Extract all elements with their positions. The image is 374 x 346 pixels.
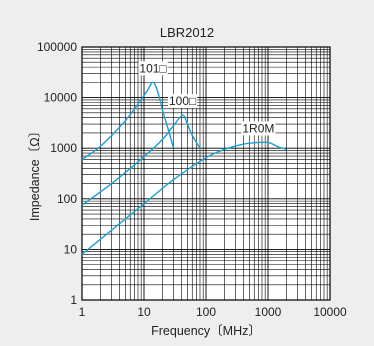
series-label-2: 1R0M <box>241 121 276 136</box>
y-tick-label: 1 <box>70 293 77 307</box>
series-label-background <box>241 121 276 136</box>
series-label-text: 101□ <box>139 61 166 75</box>
x-tick-label: 1000 <box>255 305 282 319</box>
grid-lines <box>81 46 331 301</box>
y-axis-label: Impedance〔Ω〕 <box>28 125 42 221</box>
series-line-0 <box>81 81 175 161</box>
x-axis-label: Frequency〔MHz〕 <box>151 324 261 338</box>
chart-title: LBR2012 <box>160 25 214 40</box>
y-tick-label: 1000 <box>50 141 77 155</box>
y-tick-label: 10000 <box>44 91 78 105</box>
tick-labels: 1 10 100 1000 10000 1 10 100 1000 10000 100000 <box>37 40 347 319</box>
series-line-1 <box>81 114 201 206</box>
x-tick-label: 100 <box>196 305 216 319</box>
y-tick-label: 100000 <box>37 40 77 54</box>
series-label-text: 100□ <box>169 94 196 108</box>
series-label-background <box>138 61 168 76</box>
series-line-2 <box>81 141 287 255</box>
y-tick-label: 10 <box>64 242 78 256</box>
series-label-background <box>168 94 198 109</box>
y-tick-label: 100 <box>57 192 77 206</box>
series-label-1: 100□ <box>168 94 198 109</box>
x-tick-label: 10000 <box>313 305 347 319</box>
series-label-0: 101□ <box>138 61 168 76</box>
series-label-text: 1R0M <box>242 121 274 135</box>
plot-border <box>81 46 331 301</box>
x-tick-label: 10 <box>137 305 151 319</box>
x-tick-label: 1 <box>79 305 86 319</box>
series-layer: 101□ 100□ 1R0M <box>81 61 287 255</box>
